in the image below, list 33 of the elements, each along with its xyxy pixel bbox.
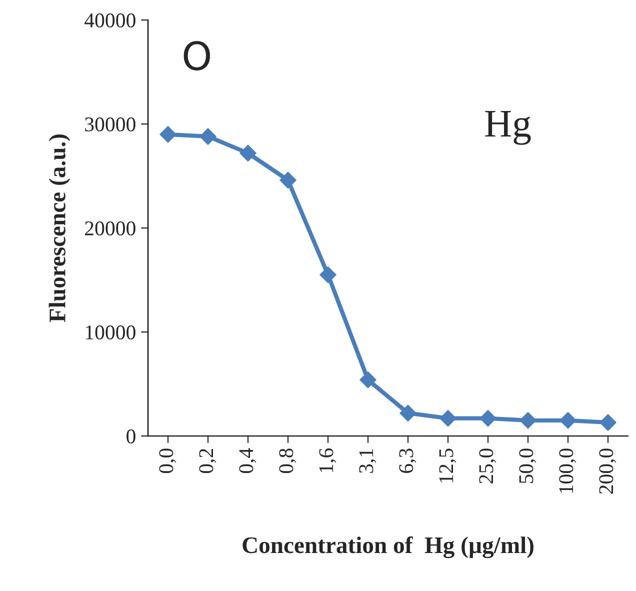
- point: [360, 371, 376, 388]
- x-tick-label: 0,8: [279, 448, 296, 474]
- x-tick-label: 200,0: [599, 448, 616, 494]
- y-tick-label: 30000: [85, 117, 136, 132]
- y-axis-title: Fluorescence (a.u.): [48, 134, 70, 322]
- x-tick-label: 3,1: [359, 449, 376, 473]
- point: [600, 414, 616, 431]
- y-tick-label: 40000: [84, 13, 136, 28]
- x-tick-label: 1,6: [319, 448, 336, 472]
- x-tick-label: 25,0: [479, 448, 496, 484]
- point: [280, 172, 296, 189]
- point: [440, 410, 456, 427]
- point: [160, 126, 176, 143]
- y-tick-label: 10000: [86, 325, 136, 340]
- point: [480, 410, 496, 427]
- x-tick-label: 12,5: [439, 448, 456, 482]
- x-tick-label: 0,4: [239, 448, 256, 474]
- x-tick-label: 0,2: [199, 448, 216, 474]
- point: [320, 266, 336, 284]
- x-tick-label: 0,0: [159, 448, 176, 474]
- x-tick-label: 100,0: [559, 448, 576, 493]
- point: [560, 412, 576, 429]
- y-tick-label: 0: [126, 429, 136, 444]
- annotation: O: [184, 41, 210, 70]
- point: [520, 412, 536, 429]
- annotation: Hg: [485, 111, 531, 145]
- y-tick-label: 20000: [85, 221, 136, 236]
- x-tick-label: 50,0: [519, 448, 536, 484]
- point: [200, 128, 216, 145]
- x-tick-label: 6,3: [399, 448, 416, 473]
- x-axis-title: Concentration of Hg (µg/ml): [242, 536, 534, 558]
- point: [240, 144, 256, 162]
- point: [400, 404, 416, 422]
